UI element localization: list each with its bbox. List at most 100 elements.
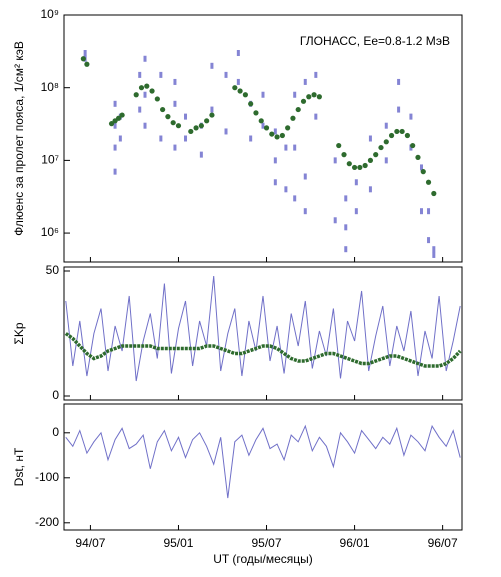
fit-point xyxy=(209,112,215,118)
data-point xyxy=(293,195,297,202)
plot-frame xyxy=(63,14,463,263)
fit-point xyxy=(311,92,317,98)
fit-point xyxy=(170,120,176,126)
data-point xyxy=(210,62,214,69)
fit-point xyxy=(84,61,90,67)
plot-frame xyxy=(63,266,463,401)
data-point xyxy=(261,91,265,98)
data-point xyxy=(314,113,318,120)
data-point xyxy=(344,224,348,231)
data-point xyxy=(384,157,388,164)
data-point xyxy=(83,50,87,57)
data-point xyxy=(409,113,413,120)
data-point xyxy=(419,164,423,171)
fit-point xyxy=(346,161,352,167)
fit-point xyxy=(367,157,374,163)
data-point xyxy=(118,135,122,142)
fit-line xyxy=(64,332,462,368)
data-point xyxy=(273,179,277,186)
data-point xyxy=(236,50,240,57)
fit-point xyxy=(258,118,264,124)
data-point xyxy=(432,246,436,253)
fit-point xyxy=(175,123,182,129)
fit-point xyxy=(290,115,296,121)
data-point xyxy=(368,186,372,193)
data-point xyxy=(138,106,142,113)
data-point xyxy=(261,122,265,129)
fit-point xyxy=(306,94,312,100)
data-point xyxy=(224,71,228,78)
fit-point xyxy=(154,96,160,102)
data-point xyxy=(143,55,147,62)
fit-point xyxy=(188,128,194,135)
data-point xyxy=(113,100,117,107)
data-point xyxy=(159,71,163,78)
fit-point xyxy=(383,139,389,145)
fit-point xyxy=(425,179,432,185)
fit-point xyxy=(115,115,122,121)
fit-point xyxy=(269,131,275,137)
y-tick-label: 0 xyxy=(52,388,59,402)
fit-point xyxy=(351,164,358,171)
fit-point xyxy=(279,132,285,139)
data-point xyxy=(344,246,348,253)
fit-point xyxy=(198,123,204,129)
x-tick-label: 96/01 xyxy=(340,536,370,550)
fit-point xyxy=(378,144,384,151)
x-tick-label: 94/07 xyxy=(75,536,105,550)
fit-point xyxy=(357,164,363,171)
y-axis-label: Dst, нТ xyxy=(12,447,26,486)
data-point xyxy=(273,128,277,135)
fit-point xyxy=(253,110,259,116)
fit-point xyxy=(404,132,411,139)
data-point xyxy=(113,144,117,151)
data-point xyxy=(143,122,147,129)
fit-point xyxy=(274,134,280,140)
data-point xyxy=(419,208,423,215)
data-line xyxy=(65,424,461,499)
data-point xyxy=(409,144,413,151)
y-tick-label: 10⁶ xyxy=(41,225,59,239)
fit-point xyxy=(410,142,416,149)
data-point xyxy=(173,100,177,107)
y-axis-label: ΣKp xyxy=(12,322,26,344)
fit-point xyxy=(420,169,426,175)
fit-point xyxy=(431,190,437,197)
data-point xyxy=(143,91,147,98)
data-point xyxy=(284,144,288,151)
fit-point xyxy=(165,114,171,120)
y-tick-label: 10⁸ xyxy=(41,80,59,94)
data-point xyxy=(333,217,337,224)
data-point xyxy=(427,237,431,244)
x-tick-label: 96/07 xyxy=(428,536,458,550)
data-point xyxy=(236,78,240,85)
fit-point xyxy=(362,162,368,169)
data-point xyxy=(173,144,177,151)
fit-point xyxy=(373,152,379,158)
fit-point xyxy=(248,101,254,107)
fit-point xyxy=(336,142,342,149)
fit-point xyxy=(193,125,199,131)
data-point xyxy=(333,157,337,164)
data-point xyxy=(384,122,388,129)
data-line xyxy=(65,275,461,382)
fit-point xyxy=(232,85,238,91)
data-point xyxy=(284,186,288,193)
data-point xyxy=(354,179,358,186)
data-point xyxy=(210,106,214,113)
y-tick-label: 10⁷ xyxy=(41,153,59,167)
fit-point xyxy=(285,125,291,131)
annotation: ГЛОНАСС, Ee=0.8-1.2 МэВ xyxy=(300,34,450,48)
data-point xyxy=(314,71,318,78)
data-point xyxy=(432,251,436,258)
y-tick-label: 50 xyxy=(46,263,60,277)
fit-point xyxy=(399,128,405,135)
fit-point xyxy=(388,132,395,139)
fit-point xyxy=(149,88,155,94)
x-axis-label: UT (годы/месяцы) xyxy=(213,552,313,566)
data-point xyxy=(113,122,117,129)
fit-point xyxy=(300,98,307,104)
fit-point xyxy=(263,125,270,131)
y-tick-label: 0 xyxy=(52,425,59,439)
